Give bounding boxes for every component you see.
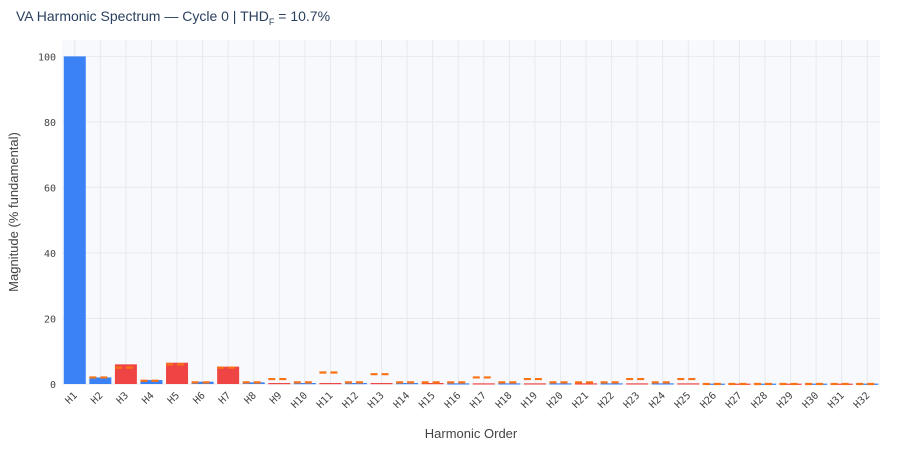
x-tick-label: H9 <box>268 390 284 406</box>
bar-h2[interactable] <box>89 377 112 384</box>
bar-h23[interactable] <box>626 383 649 385</box>
x-tick-label: H1 <box>64 390 80 406</box>
bar-h15[interactable] <box>421 383 444 385</box>
x-tick-label: H19 <box>519 390 540 411</box>
x-tick-label: H23 <box>622 390 643 411</box>
x-tick-label: H4 <box>140 390 156 406</box>
bar-h30[interactable] <box>805 383 828 385</box>
bar-h8[interactable] <box>242 382 265 384</box>
bar-h22[interactable] <box>600 383 623 385</box>
x-axis-label: Harmonic Order <box>425 426 518 441</box>
bar-h5[interactable] <box>166 362 189 384</box>
chart-title-subscript: F <box>268 16 275 27</box>
x-tick-label: H20 <box>545 390 566 411</box>
x-tick-label: H18 <box>494 390 515 411</box>
bar-h28[interactable] <box>753 383 776 385</box>
x-tick-label: H28 <box>750 390 771 411</box>
x-tick-label: H13 <box>366 390 387 411</box>
x-tick-label: H24 <box>647 390 668 411</box>
y-tick-labels: 0 20 40 60 80 100 <box>38 52 56 391</box>
y-tick-label: 0 <box>50 380 56 391</box>
bar-h21[interactable] <box>575 383 598 385</box>
x-tick-label: H5 <box>166 390 182 406</box>
plot-area <box>62 40 880 384</box>
y-tick-label: 100 <box>38 52 56 63</box>
bar-h13[interactable] <box>370 383 393 385</box>
bar-h12[interactable] <box>344 383 367 385</box>
bar-h7[interactable] <box>217 366 240 384</box>
x-tick-label: H22 <box>596 390 617 411</box>
x-tick-label: H11 <box>315 390 336 411</box>
bar-h1[interactable] <box>63 56 86 384</box>
bar-h17[interactable] <box>472 383 495 385</box>
bar-h18[interactable] <box>498 383 521 385</box>
bar-h16[interactable] <box>447 383 470 385</box>
bar-h9[interactable] <box>268 383 291 385</box>
bars-group <box>63 56 879 385</box>
bar-h29[interactable] <box>779 383 802 385</box>
x-tick-label: H15 <box>417 390 438 411</box>
chart-title-suffix: = 10.7% <box>274 8 331 24</box>
bar-h20[interactable] <box>549 383 572 385</box>
bar-h32[interactable] <box>856 383 879 385</box>
x-tick-label: H17 <box>468 390 489 411</box>
x-tick-label: H12 <box>341 390 362 411</box>
bar-h6[interactable] <box>191 381 214 384</box>
bar-h4[interactable] <box>140 380 163 384</box>
x-tick-label: H27 <box>724 390 745 411</box>
x-tick-label: H2 <box>89 390 105 406</box>
x-tick-label: H6 <box>191 390 207 406</box>
x-tick-labels: H1 H2 H3 H4 H5 H6 H7 H8 H9 H10 H11 H12 H13 H14 H15 H16 H… <box>64 390 873 411</box>
y-axis-label: Magnitude (% fundamental) <box>6 132 21 292</box>
bar-h25[interactable] <box>677 383 700 385</box>
y-tick-label: 60 <box>44 183 56 194</box>
y-tick-label: 20 <box>44 314 56 325</box>
bar-h27[interactable] <box>728 383 751 385</box>
chart-title-main: VA Harmonic Spectrum — Cycle 0 | THD <box>16 8 269 24</box>
bar-h24[interactable] <box>651 383 674 385</box>
x-tick-label: H30 <box>801 390 822 411</box>
chart-title: VA Harmonic Spectrum — Cycle 0 | THDF = … <box>16 8 330 27</box>
y-tick-label: 40 <box>44 249 56 260</box>
x-tick-label: H10 <box>289 390 310 411</box>
x-tick-label: H16 <box>443 390 464 411</box>
x-tick-label: H29 <box>775 390 796 411</box>
bar-h31[interactable] <box>830 383 853 385</box>
x-tick-label: H7 <box>217 390 233 406</box>
y-tick-label: 80 <box>44 118 56 129</box>
bar-h14[interactable] <box>396 383 419 385</box>
x-tick-label: H32 <box>852 390 873 411</box>
bar-h10[interactable] <box>293 383 316 385</box>
gridlines <box>62 40 880 385</box>
x-tick-label: H3 <box>115 390 131 406</box>
x-tick-label: H21 <box>571 390 592 411</box>
limit-markers-group <box>89 363 879 386</box>
bar-h19[interactable] <box>523 383 546 385</box>
bar-h3[interactable] <box>114 364 137 384</box>
x-tick-label: H26 <box>698 390 719 411</box>
x-tick-label: H14 <box>392 390 413 411</box>
bar-h11[interactable] <box>319 383 342 385</box>
x-tick-label: H8 <box>243 390 259 406</box>
x-tick-label: H31 <box>826 390 847 411</box>
bar-h26[interactable] <box>702 383 725 385</box>
x-tick-label: H25 <box>673 390 694 411</box>
